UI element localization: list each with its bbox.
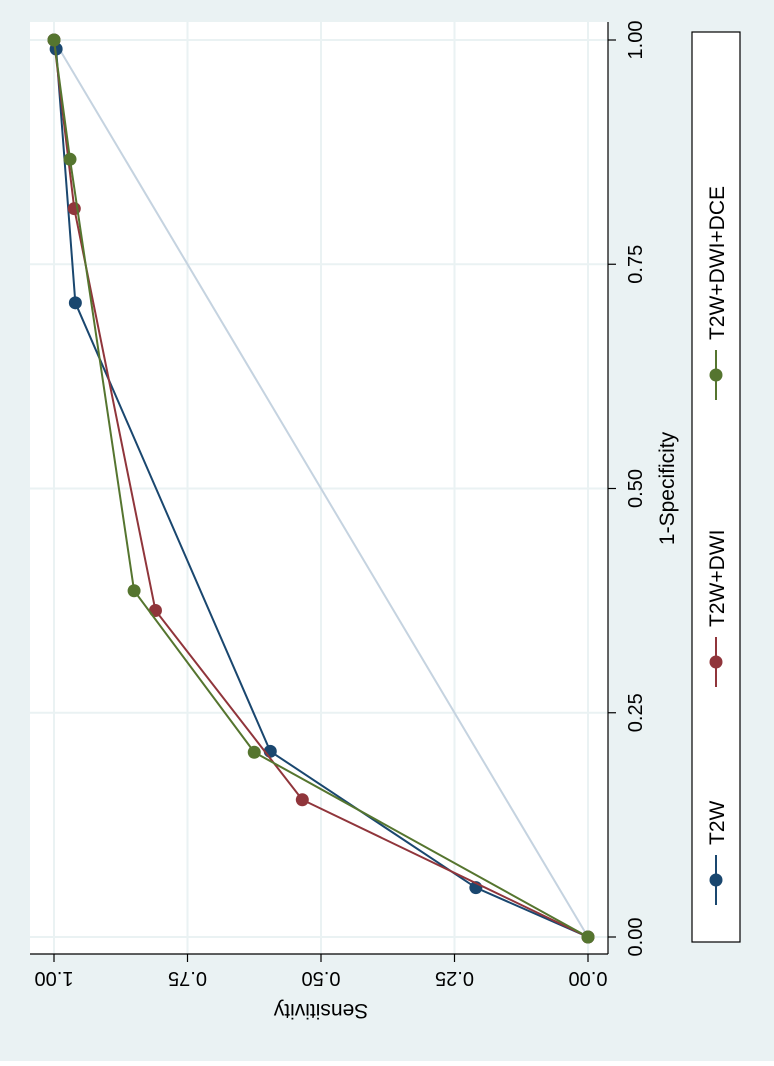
legend: T2W T2W+DWI T2W+DWI+DCE bbox=[691, 31, 741, 943]
y-tick-label: 1.00 bbox=[35, 967, 74, 989]
y-tick-label: 0.50 bbox=[302, 967, 341, 989]
data-point bbox=[295, 793, 309, 807]
legend-key-marker bbox=[709, 873, 723, 887]
x-tick-label: 0.25 bbox=[625, 693, 647, 732]
data-point bbox=[127, 584, 141, 598]
series-group bbox=[47, 33, 595, 944]
reference-line bbox=[53, 39, 589, 938]
y-axis-title: Sensitivity bbox=[273, 999, 368, 1022]
x-tick-label: 0.75 bbox=[625, 245, 647, 284]
legend-label: T2W bbox=[706, 800, 729, 845]
legend-box bbox=[691, 31, 741, 943]
y-tick-label: 0.00 bbox=[569, 967, 608, 989]
x-tick-label: 0.50 bbox=[625, 469, 647, 508]
axes: 0.00 0.25 0.50 0.75 1.00 0.00 0.25 0.50 0.75 1.00 bbox=[30, 21, 647, 989]
x-tick-label: 1.00 bbox=[625, 21, 647, 60]
x-tick-label: 0.00 bbox=[625, 918, 647, 957]
legend-label: T2W+DWI bbox=[706, 530, 729, 627]
y-tick-label: 0.75 bbox=[168, 967, 207, 989]
data-point bbox=[581, 930, 595, 944]
y-tick-label: 0.25 bbox=[435, 967, 474, 989]
data-point bbox=[63, 152, 77, 166]
legend-key-marker bbox=[709, 655, 723, 669]
legend-label: T2W+DWI+DCE bbox=[706, 186, 729, 340]
legend-key-marker bbox=[709, 368, 723, 382]
data-point bbox=[247, 745, 261, 759]
x-axis-title: 1-Specificity bbox=[656, 431, 679, 545]
data-point bbox=[47, 33, 61, 47]
data-point bbox=[68, 296, 82, 310]
data-point bbox=[148, 603, 162, 617]
